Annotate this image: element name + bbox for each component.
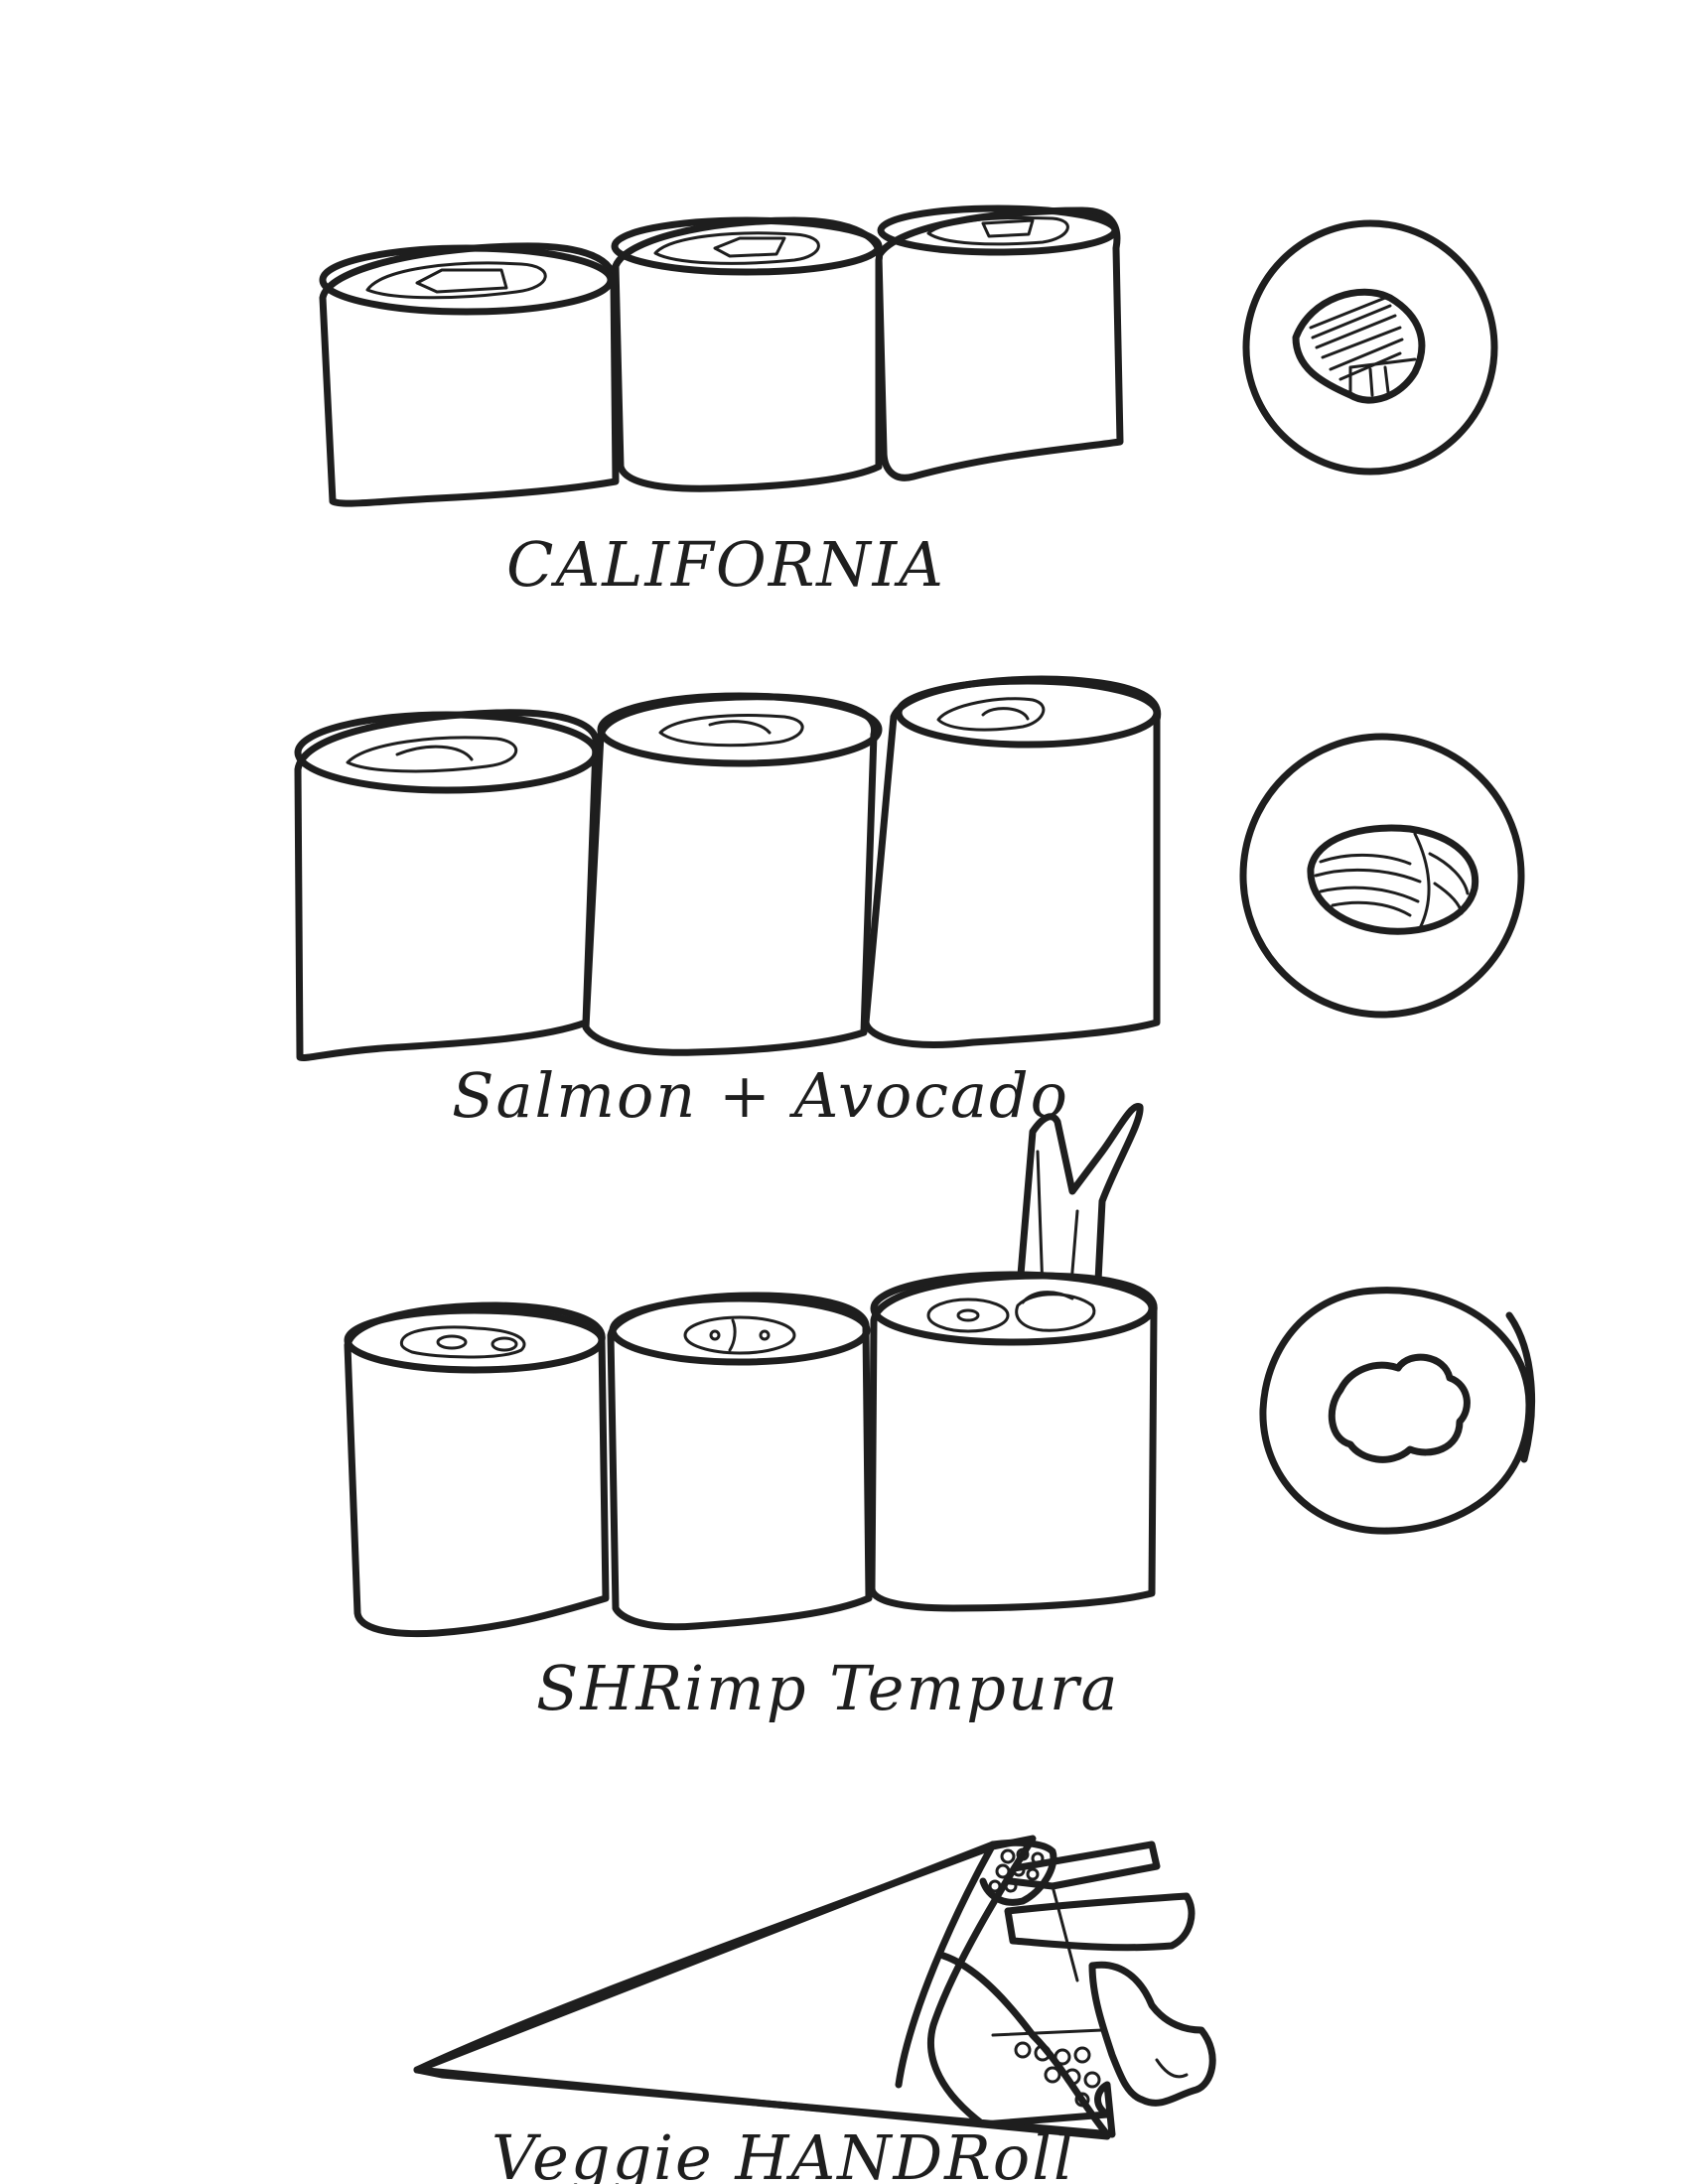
veggie-handroll xyxy=(413,1835,1216,2140)
california-cross-section xyxy=(1242,219,1498,476)
handroll-rice-top xyxy=(979,1839,1057,1906)
handroll-rice-bottom xyxy=(991,2028,1104,2108)
shrimp-tempura-piece-2 xyxy=(607,1292,873,1631)
label-california: CALIFORNIA xyxy=(506,528,945,601)
shrimp-tempura-roll-group xyxy=(344,1103,1158,1638)
shrimp-tempura-piece-1 xyxy=(344,1301,610,1638)
label-veggie-handroll: Veggie HANDRoll xyxy=(492,2121,1075,2184)
salmon-avocado-piece-1 xyxy=(294,709,600,1062)
shrimp-tempura-cross-section xyxy=(1259,1287,1536,1535)
california-piece-3 xyxy=(875,205,1124,481)
shrimp-tempura-piece-3 xyxy=(868,1271,1158,1612)
california-piece-1 xyxy=(319,242,620,507)
handroll-veggies xyxy=(964,1841,1216,2107)
handroll-nori-cone xyxy=(413,1835,1116,2138)
label-salmon-avocado: Salmon + Avocado xyxy=(452,1059,1069,1132)
california-roll-group xyxy=(319,205,1124,507)
salmon-avocado-cross-section xyxy=(1239,733,1525,1019)
label-shrimp-tempura: SHRimp Tempura xyxy=(536,1652,1119,1724)
california-piece-2 xyxy=(611,216,883,492)
salmon-avocado-piece-3 xyxy=(862,675,1162,1048)
salmon-avocado-piece-2 xyxy=(582,692,883,1056)
shrimp-tail xyxy=(1014,1103,1144,1314)
salmon-avocado-roll-group xyxy=(294,675,1162,1062)
